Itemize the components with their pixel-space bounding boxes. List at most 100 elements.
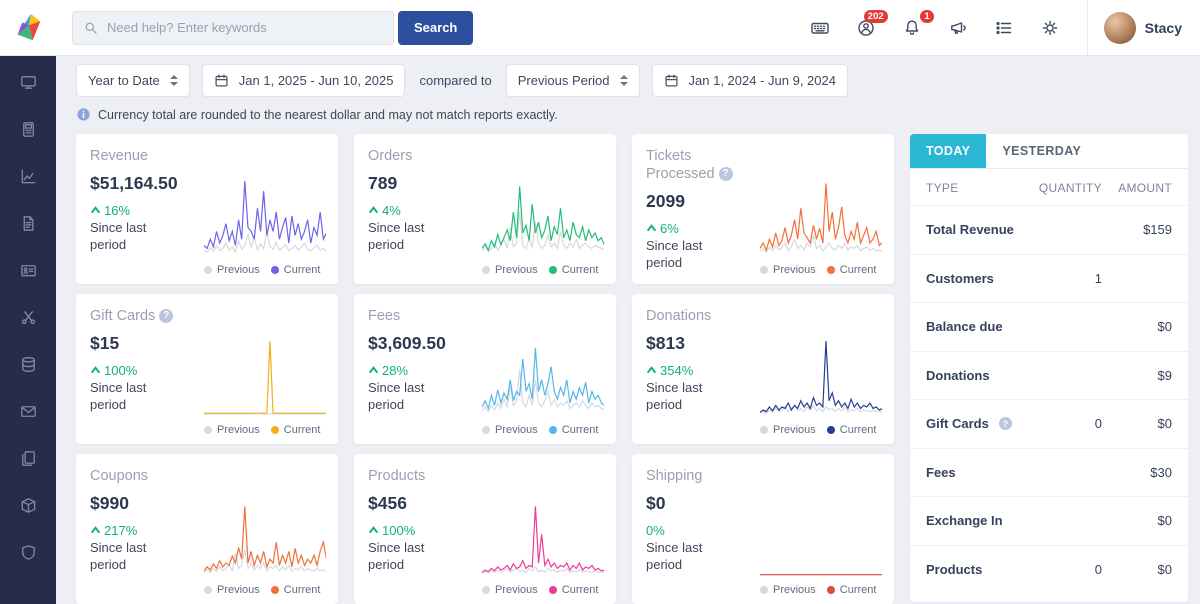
row-type: Donations (926, 368, 990, 383)
chart-legend: Previous Current (760, 264, 882, 276)
period-select-value: Year to Date (88, 73, 160, 88)
row-amount: $30 (1102, 465, 1172, 480)
card-chart-area: Previous Current (204, 307, 326, 436)
legend-previous-label: Previous (773, 584, 816, 596)
column-header-quantity: QUANTITY (1022, 181, 1102, 195)
up-arrow-icon (368, 365, 379, 376)
sidebar-item-shield-icon[interactable] (18, 542, 38, 562)
up-arrow-icon (368, 525, 379, 536)
card-chart-area: Previous Current (482, 467, 604, 596)
card-chart-area: Previous Current (760, 467, 882, 596)
chart-legend: Previous Current (482, 424, 604, 436)
settings-icon[interactable] (1037, 15, 1063, 41)
primary-date-range-value: Jan 1, 2025 - Jun 10, 2025 (239, 73, 394, 88)
legend-current-label: Current (562, 264, 599, 276)
sidebar-item-storage-icon[interactable] (18, 354, 38, 374)
card-change: 354% (646, 363, 752, 378)
previous-dot (760, 586, 768, 594)
card-change: 16% (90, 203, 196, 218)
sparkline-chart (760, 335, 882, 419)
sidebar-item-documents-icon[interactable] (18, 448, 38, 468)
change-caption: Since last period (368, 220, 450, 254)
card-title-row: Shipping (646, 467, 752, 485)
select-arrows-icon (170, 75, 178, 86)
sidebar-item-analytics-icon[interactable] (18, 166, 38, 186)
compare-date-range-value: Jan 1, 2024 - Jun 9, 2024 (689, 73, 836, 88)
card-title-row: Products (368, 467, 474, 485)
header-icons: 2021 (797, 15, 1073, 41)
sidebar-item-orders-icon[interactable] (18, 495, 38, 515)
metric-card: Gift Cards? $15 100% Since last period P… (76, 294, 338, 444)
summary-panel: TODAYYESTERDAY TYPEQUANTITYAMOUNT Total … (910, 134, 1188, 602)
help-icon[interactable]: ? (719, 167, 733, 181)
content-area: Revenue $51,164.50 16% Since last period… (76, 134, 1188, 604)
change-percent: 100% (104, 363, 137, 378)
compared-to-label: compared to (419, 73, 491, 88)
sidebar-item-invoices-icon[interactable] (18, 213, 38, 233)
change-percent: 4% (382, 203, 401, 218)
notification-badge: 202 (864, 10, 888, 24)
chart-legend: Previous Current (204, 264, 326, 276)
chart-legend: Previous Current (760, 424, 882, 436)
keyboard-icon[interactable] (807, 15, 833, 41)
change-percent: 28% (382, 363, 408, 378)
calendar-icon (664, 73, 679, 88)
card-title: Gift Cards (90, 308, 155, 324)
help-icon[interactable]: ? (999, 417, 1012, 430)
card-title-row: Fees (368, 307, 474, 325)
card-chart-area: Previous Current (482, 147, 604, 276)
card-value: $456 (368, 493, 474, 514)
announcements-icon[interactable] (945, 15, 971, 41)
column-header-amount: AMOUNT (1102, 181, 1172, 195)
up-arrow-icon (646, 223, 657, 234)
compare-date-range[interactable]: Jan 1, 2024 - Jun 9, 2024 (652, 64, 848, 97)
card-chart-area: Previous Current (482, 307, 604, 436)
info-icon (76, 107, 91, 122)
period-select[interactable]: Year to Date (76, 64, 190, 97)
sparkline-chart (482, 175, 604, 259)
chart-legend: Previous Current (204, 584, 326, 596)
table-row: Gift Cards?0$0 (910, 399, 1188, 448)
sidebar-item-terminal-icon[interactable] (18, 119, 38, 139)
notification-badge: 1 (920, 10, 933, 24)
compare-period-value: Previous Period (518, 73, 610, 88)
search-input[interactable] (107, 20, 383, 35)
tab-yesterday[interactable]: YESTERDAY (986, 134, 1097, 168)
column-header-type: TYPE (926, 181, 1022, 195)
help-icon[interactable]: ? (159, 309, 173, 323)
user-menu[interactable]: Stacy (1087, 0, 1200, 56)
tab-today[interactable]: TODAY (910, 134, 986, 168)
row-type: Products (926, 562, 982, 577)
card-chart-area: Previous Current (760, 307, 882, 436)
metric-card: Shipping $0 0% Since last period Previou… (632, 454, 894, 604)
sparkline-chart (482, 495, 604, 579)
metric-card: Revenue $51,164.50 16% Since last period… (76, 134, 338, 284)
metric-card: Fees $3,609.50 28% Since last period Pre… (354, 294, 616, 444)
card-change: 100% (368, 523, 474, 538)
change-caption: Since last period (368, 380, 450, 414)
row-type: Customers (926, 271, 994, 286)
support-icon[interactable]: 202 (853, 15, 879, 41)
sidebar-item-members-icon[interactable] (18, 260, 38, 280)
metric-card: Coupons $990 217% Since last period Prev… (76, 454, 338, 604)
card-change: 0% (646, 523, 752, 538)
change-percent: 100% (382, 523, 415, 538)
legend-previous-label: Previous (217, 584, 260, 596)
sidebar-item-email-icon[interactable] (18, 401, 38, 421)
currency-note-text: Currency total are rounded to the neares… (98, 108, 558, 122)
card-info: Revenue $51,164.50 16% Since last period (90, 147, 196, 276)
sidebar-item-tools-icon[interactable] (18, 307, 38, 327)
tasks-icon[interactable] (991, 15, 1017, 41)
sidebar-item-dashboard-icon[interactable] (18, 72, 38, 92)
primary-date-range[interactable]: Jan 1, 2025 - Jun 10, 2025 (202, 64, 406, 97)
card-change: 4% (368, 203, 474, 218)
app-logo[interactable] (0, 0, 56, 56)
card-value: $0 (646, 493, 752, 514)
search-button[interactable]: Search (398, 11, 473, 45)
row-quantity: 0 (1022, 416, 1102, 431)
chart-legend: Previous Current (204, 424, 326, 436)
compare-period-select[interactable]: Previous Period (506, 64, 640, 97)
legend-current-label: Current (840, 264, 877, 276)
search-icon (83, 20, 99, 36)
notifications-icon[interactable]: 1 (899, 15, 925, 41)
